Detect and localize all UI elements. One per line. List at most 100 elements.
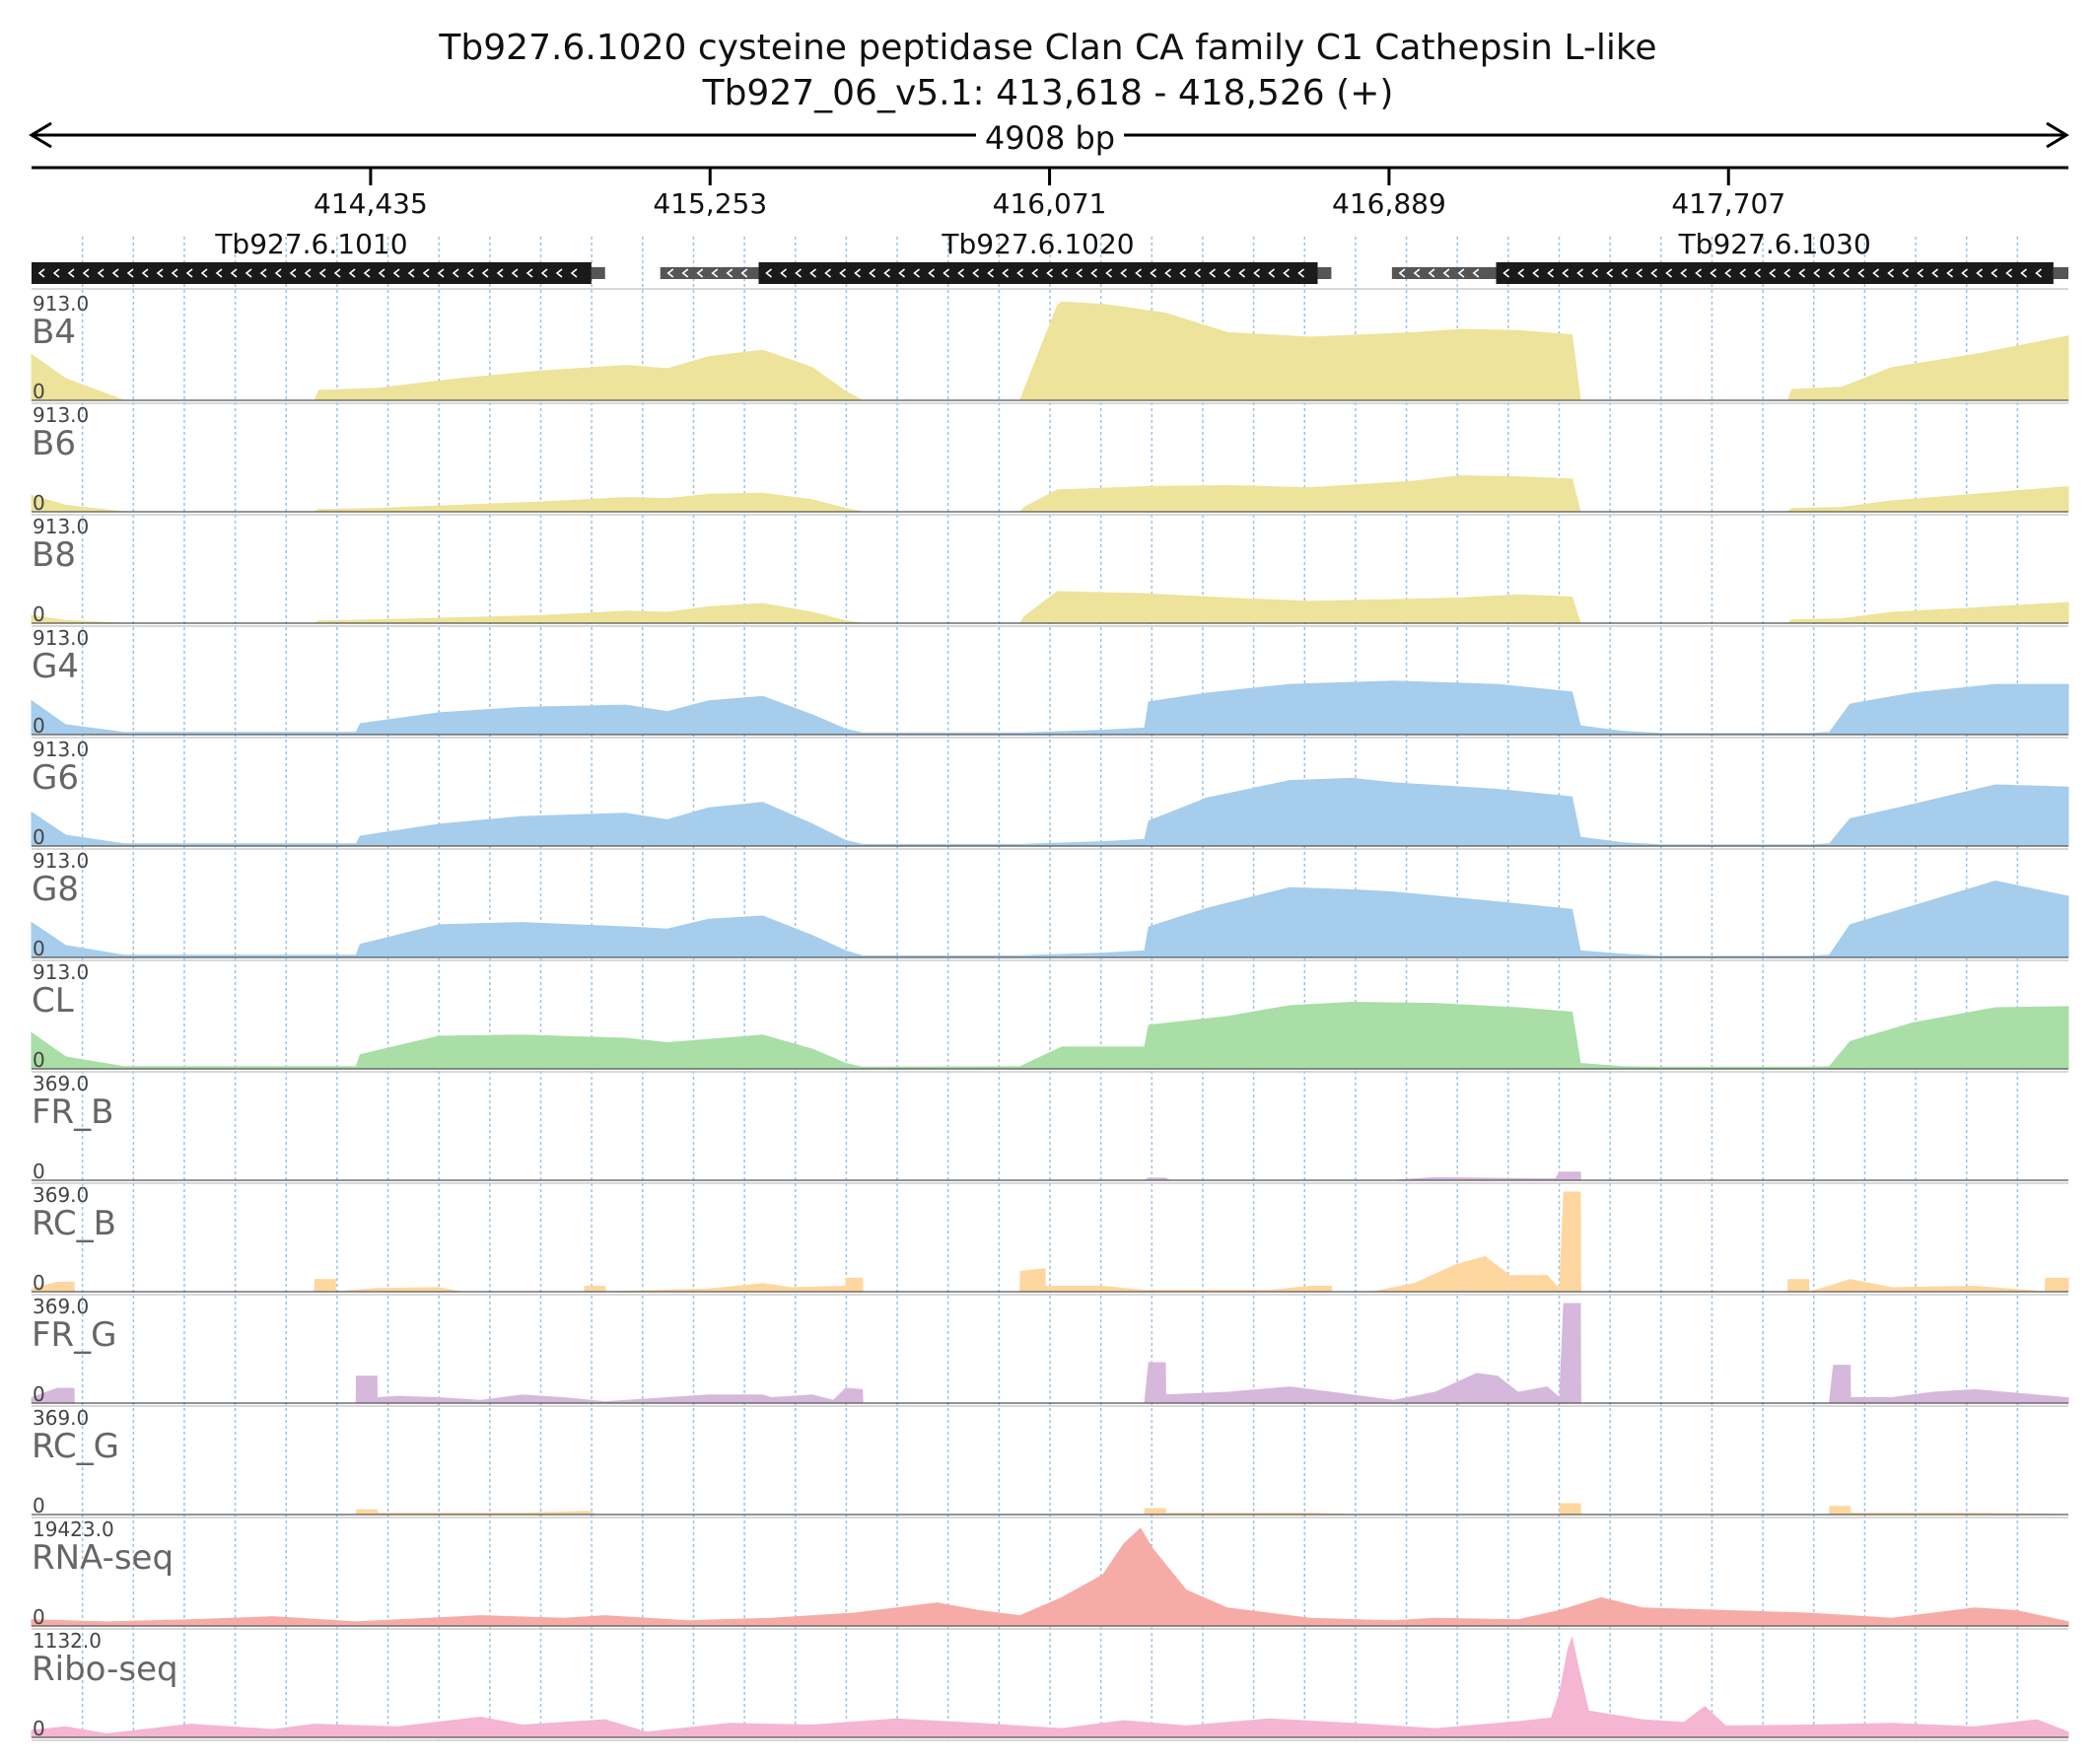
strand-chevron [780,268,787,278]
strand-chevron [1076,268,1083,278]
strand-chevron [1843,268,1851,278]
strand-chevron [1297,268,1304,278]
strand-chevron [1472,268,1480,278]
strand-chevron [1680,268,1688,278]
chart-title: Tb927.6.1020 cysteine peptidase Clan CA … [438,28,1656,68]
gene-tb927-6-1030[interactable]: Tb927.6.1030 [1391,228,2068,284]
strand-chevron [1946,268,1954,278]
strand-chevron [1150,268,1156,278]
strand-chevron [289,268,297,278]
track-min-label: 0 [33,1160,45,1183]
strand-chevron [1917,268,1924,278]
strand-chevron [67,268,75,278]
strand-chevron [1857,268,1865,278]
strand-chevron [1090,268,1097,278]
coverage-area [32,1503,2069,1516]
strand-chevron [230,268,238,278]
track-max-label: 913.0 [33,515,89,538]
strand-chevron [726,268,734,278]
track-g6: 913.0G6 0 [31,738,2069,850]
strand-chevron [711,268,719,278]
strand-chevron [185,268,193,278]
track-max-label: 913.0 [33,849,89,873]
strand-chevron [333,268,341,278]
strand-chevron [141,268,149,278]
strand-chevron [274,268,282,278]
strand-chevron [1238,268,1245,278]
gene-body [758,262,1318,284]
strand-chevron [1517,268,1525,278]
track-max-label: 1132.0 [33,1629,102,1653]
strand-chevron [259,268,267,278]
strand-chevron [348,268,356,278]
strand-chevron [392,268,400,278]
strand-chevron [913,268,920,278]
track-b6: 913.0B6 0 [31,403,2069,516]
track-max-label: 369.0 [33,1072,89,1095]
strand-chevron [437,268,445,278]
strand-chevron [156,268,164,278]
tick-label: 416,889 [1332,187,1446,220]
track-min-label: 0 [33,714,45,738]
track-name: B6 [32,424,76,463]
strand-chevron [1413,268,1421,278]
strand-chevron [666,268,674,278]
track-name: B8 [32,535,76,575]
coverage-area [31,1636,2069,1738]
strand-chevron [1828,268,1836,278]
strand-chevron [1621,268,1629,278]
strand-chevron [1046,268,1053,278]
strand-chevron [681,268,689,278]
tick-label: 415,253 [653,187,767,220]
gene-tb927-6-1010[interactable]: Tb927.6.1010 [32,228,605,284]
strand-chevron [555,268,563,278]
strand-chevron [1798,268,1806,278]
coverage-area [31,591,2069,624]
strand-chevron [496,268,504,278]
track-name: Ribo-seq [32,1650,178,1689]
track-min-label: 0 [33,602,45,626]
chart-subtitle: Tb927_06_v5.1: 413,618 - 418,526 (+) [702,73,1394,113]
strand-chevron [1398,268,1406,278]
strand-chevron [452,268,459,278]
strand-chevron [795,268,802,278]
strand-chevron [1532,268,1540,278]
strand-chevron [2035,268,2043,278]
strand-chevron [1783,268,1791,278]
strand-chevron [1164,268,1171,278]
strand-chevron [1031,268,1038,278]
strand-chevron [1961,268,1969,278]
strand-chevron [318,268,326,278]
coverage-area [31,474,2069,513]
strand-chevron [1813,268,1821,278]
strand-chevron [854,268,861,278]
strand-chevron [987,268,994,278]
strand-chevron [1724,268,1732,278]
track-min-label: 0 [33,1271,45,1295]
track-name: RC_B [32,1204,116,1243]
strand-chevron [1739,268,1747,278]
track-name: G4 [32,647,79,686]
strand-chevron [1872,268,1880,278]
strand-chevron [511,268,519,278]
track-name: B4 [32,313,76,352]
strand-chevron [1606,268,1614,278]
strand-chevron [1576,268,1584,278]
track-name: RC_G [32,1427,119,1466]
track-max-label: 913.0 [33,738,89,761]
strand-chevron [1547,268,1555,278]
track-min-label: 0 [33,937,45,960]
track-name: CL [32,981,74,1021]
coverage-area [31,1191,2069,1293]
strand-chevron [1135,268,1142,278]
track-max-label: 369.0 [33,1295,89,1318]
gene-tb927-6-1020[interactable]: Tb927.6.1020 [660,228,1332,284]
strand-chevron [1016,268,1023,278]
gene-label: Tb927.6.1020 [941,228,1134,260]
strand-chevron [570,268,578,278]
strand-chevron [1665,268,1673,278]
strand-chevron [943,268,949,278]
gene-track: Tb927.6.1010 Tb927.6.1020 Tb927.6.1030 [32,228,2068,290]
